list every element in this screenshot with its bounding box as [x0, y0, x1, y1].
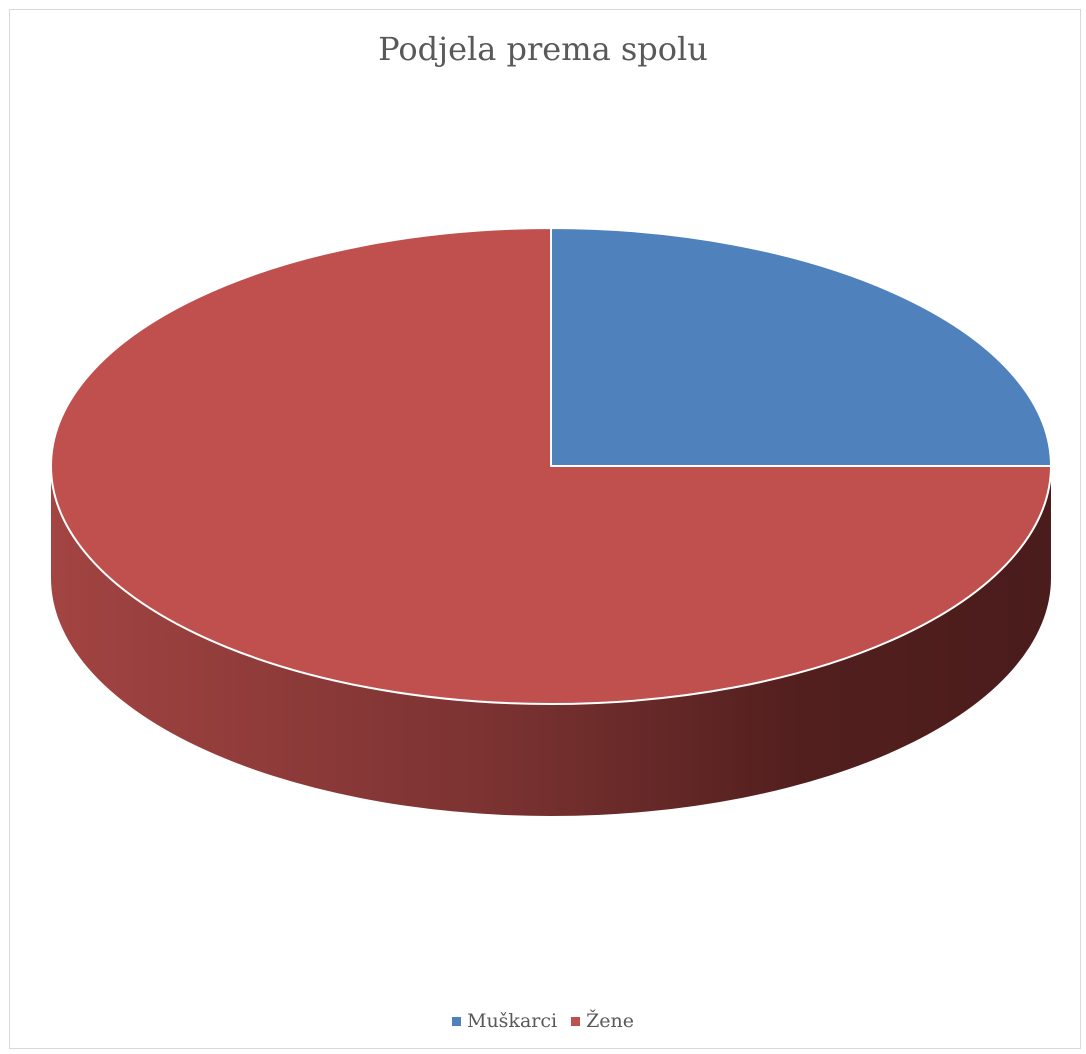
- pie-slice-zene: [50, 227, 1052, 705]
- pie-side-wall: [51, 466, 1051, 816]
- legend-swatch-zene: [571, 1016, 581, 1026]
- chart-title: Podjela prema spolu: [378, 30, 708, 68]
- pie-slice-muskarci: [550, 227, 1052, 467]
- pie-side-zene: [51, 466, 1051, 816]
- legend-item-zene: Žene: [571, 1010, 634, 1032]
- legend-label-zene: Žene: [586, 1010, 635, 1032]
- legend: Muškarci Žene: [0, 1010, 1086, 1032]
- legend-swatch-muskarci: [451, 1016, 461, 1026]
- legend-item-muskarci: Muškarci: [451, 1010, 558, 1032]
- legend-label-muskarci: Muškarci: [466, 1010, 558, 1032]
- pie-top-face: [50, 227, 1052, 705]
